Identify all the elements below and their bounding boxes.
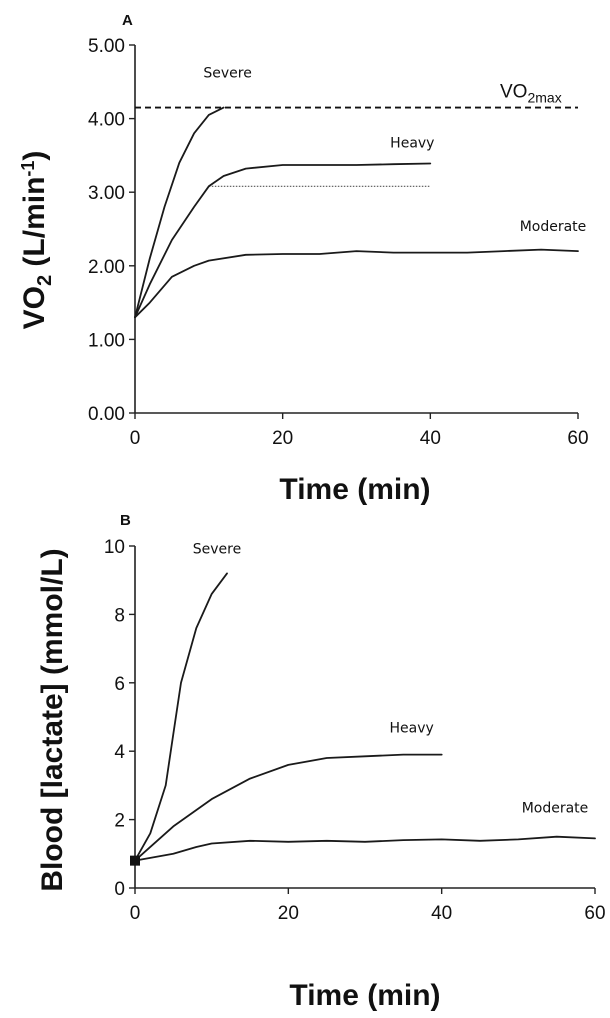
panel-a-series-label-heavy: Heavy [390, 135, 434, 151]
panel-a-x-tick-label: 40 [420, 428, 441, 449]
panel-b-x-tick-label: 0 [130, 903, 141, 924]
panel-b-series-label-moderate: Moderate [522, 800, 589, 816]
panel-b-y-tick-label: 2 [114, 811, 125, 832]
panel-b-xlabel: Time (min) [289, 979, 440, 1012]
panel-a-x-tick-label: 20 [272, 428, 293, 449]
panel-b-y-tick-label: 10 [104, 537, 125, 558]
panel-a-xlabel: Time (min) [279, 473, 430, 506]
panel-b-x-tick-label: 40 [431, 903, 452, 924]
panel-a-y-tick-label: 3.00 [88, 183, 125, 204]
panel-b-y-tick-label: 8 [114, 605, 125, 626]
panel-a-y-tick-label: 4.00 [88, 110, 125, 131]
panel-a-series-severe [134, 106, 225, 319]
panel-a-ylabel-unit-sup: -1 [18, 161, 38, 177]
panel-b-x-tick-label: 20 [278, 903, 299, 924]
panel-b-start-marker [130, 855, 140, 866]
panel-b-y-tick-label: 6 [114, 674, 125, 695]
panel-a-ylabel-sub: 2 [34, 275, 56, 286]
panel-b-series-label-heavy: Heavy [390, 721, 434, 737]
panel-a-ylabel-unit-open: (L/min [18, 177, 51, 275]
panel-b-x-tick-label: 60 [584, 903, 605, 924]
panel-b-series-moderate [134, 835, 596, 862]
panel-b-ylabel: Blood [lactate] (mmol/L) [36, 548, 69, 891]
panel-b-letter: B [120, 512, 131, 529]
panel-a-vo2max-label: VO2max [500, 82, 562, 106]
panel-b-chart: B Blood [lactate] (mmol/L) Time (min) 0 2… [36, 512, 606, 1012]
panel-a-series-heavy [134, 162, 432, 319]
panel-a-series-label-severe: Severe [203, 66, 251, 82]
panel-a-chart: A VO2 (L/min-1) Time (min) 0.00 1.00 2.00 3… [18, 12, 589, 506]
panel-a-ylabel-unit-close: ) [18, 151, 51, 161]
panel-a-y-tick-label: 1.00 [88, 330, 125, 351]
panel-a-letter: A [122, 12, 133, 29]
panel-a-y-tick-label: 0.00 [88, 404, 125, 425]
panel-b-y-tick-label: 0 [114, 879, 125, 900]
panel-b-y-tick-label: 4 [114, 742, 125, 763]
panel-a-y-tick-label: 2.00 [88, 257, 125, 278]
panel-b-series-label-severe: Severe [193, 541, 241, 557]
panel-a-x-tick-label: 0 [130, 428, 141, 449]
panel-a-x-tick-label: 60 [567, 428, 588, 449]
svg-text:VO2 (L/min-1): VO2 (L/min-1) [18, 151, 56, 330]
panel-a-ylabel: VO2 (L/min-1) [18, 151, 56, 330]
panel-b-series-heavy [134, 753, 443, 862]
panel-b-series-severe [134, 572, 228, 862]
panel-a-y-tick-label: 5.00 [88, 36, 125, 57]
panel-a-ylabel-main: VO [18, 286, 51, 329]
panel-a-series-moderate [134, 248, 579, 319]
panel-a-series-label-moderate: Moderate [520, 219, 587, 235]
